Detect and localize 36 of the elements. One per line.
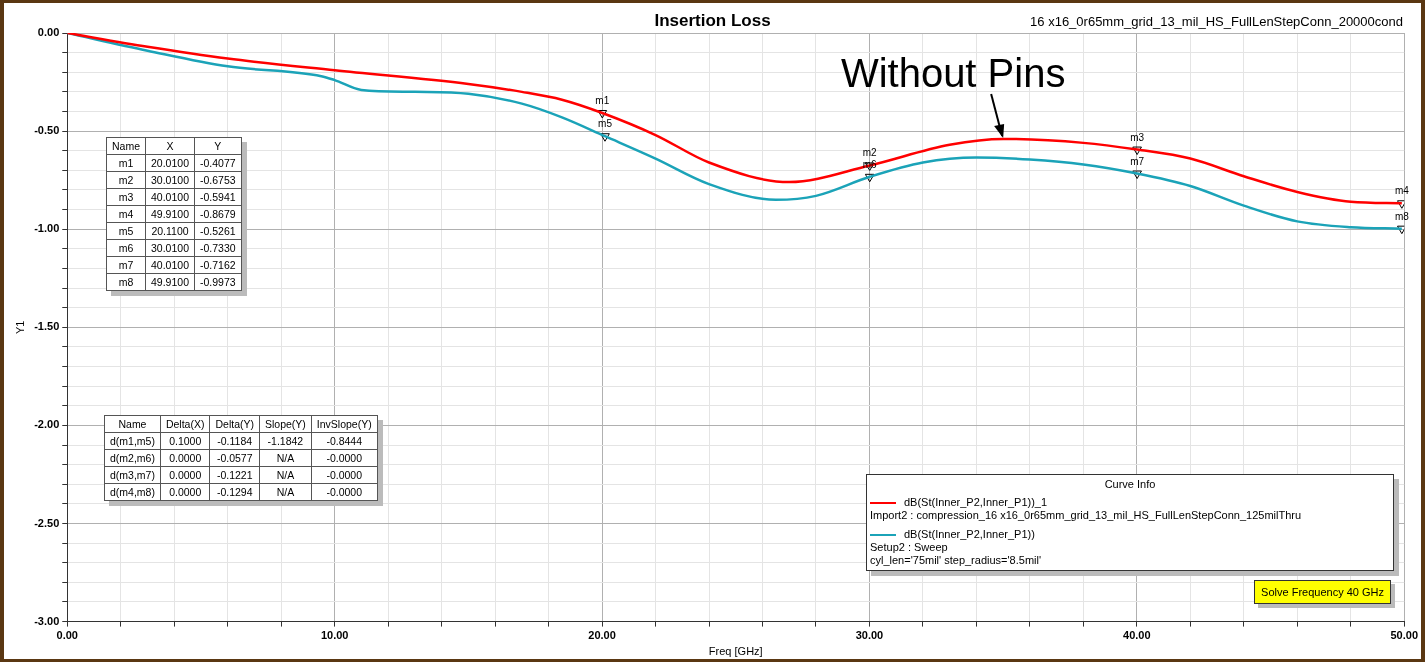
x-tick-label: 0.00 xyxy=(56,629,78,642)
legend-label: dB(St(Inner_P2,Inner_P1))_1 Import2 : compression_16 x16_0r65mm_grid_13_mil_HS_FullLenStepConn_125milThru xyxy=(869,495,1303,523)
point xyxy=(864,173,875,183)
x-axis-title: Freq [GHz] xyxy=(708,645,763,658)
point xyxy=(1397,200,1405,209)
point xyxy=(1132,146,1142,156)
y-axis-title: Y1 xyxy=(13,320,26,335)
point xyxy=(1397,225,1405,235)
point xyxy=(1132,170,1142,180)
data-label: m3 xyxy=(1130,131,1145,143)
data-label: m7 xyxy=(1130,155,1145,167)
y-tick-label: -2.00 xyxy=(34,418,60,431)
point xyxy=(597,109,608,119)
y-tick-label: -2.50 xyxy=(34,516,60,529)
y-tick-label: -1.00 xyxy=(34,222,60,235)
x-tick-label: 30.00 xyxy=(855,629,884,642)
data-label: m4 xyxy=(1394,185,1410,197)
y-tick-label: -1.50 xyxy=(34,320,60,333)
data-label: m2 xyxy=(862,147,878,159)
point xyxy=(600,133,610,142)
data-label: m5 xyxy=(598,118,613,130)
x-tick-label: 10.00 xyxy=(320,629,349,642)
chart-title: Insertion Loss xyxy=(654,11,771,30)
legend-label: dB(St(Inner_P2,Inner_P1)) Setup2 : Sweep cyl_len='75mil' step_radius='8.5mil' xyxy=(869,527,1043,568)
x-tick-label: 50.00 xyxy=(1390,629,1418,642)
annotation: Solve Frequency 40 GHz xyxy=(1254,580,1391,604)
y-tick-label: -0.50 xyxy=(34,124,60,137)
annotation: Without Pins xyxy=(840,50,1066,95)
chart-subtitle: 16 x16_0r65mm_grid_13_mil_HS_FullLenStepConn_20000cond xyxy=(1030,14,1403,29)
x-tick-label: 20.00 xyxy=(588,629,616,642)
y-tick-label: 0.00 xyxy=(37,26,60,39)
legend-title: Curve Info xyxy=(1103,477,1157,492)
x-tick-label: 40.00 xyxy=(1123,629,1151,642)
y-tick-label: -3.00 xyxy=(34,614,60,627)
data-label: m1 xyxy=(595,94,610,106)
data-label: m8 xyxy=(1394,210,1410,222)
